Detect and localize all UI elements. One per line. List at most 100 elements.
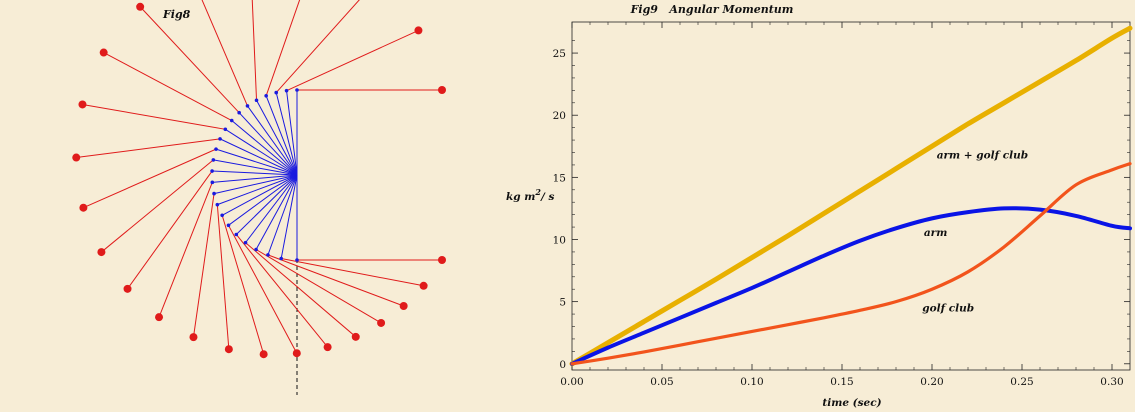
arm-segment — [267, 174, 298, 256]
club-head-dot — [136, 2, 145, 11]
series-line-golf-club — [570, 162, 1132, 366]
plot-border — [571, 21, 1131, 371]
wrist-dot — [237, 110, 241, 115]
y-tick-label: 25 — [553, 48, 566, 60]
club-head-dot — [155, 313, 164, 322]
wrist-dot — [215, 202, 220, 207]
y-tick-label: 15 — [553, 172, 566, 184]
club-segment — [103, 52, 232, 121]
club-head-dot — [72, 153, 81, 162]
series-annotation: arm — [924, 227, 947, 239]
x-tick-label: 0.00 — [560, 376, 583, 388]
x-tick-label: 0.25 — [1010, 376, 1033, 388]
arm-segment — [213, 159, 298, 176]
club-segment — [201, 0, 248, 107]
club-head-dot — [323, 343, 332, 352]
club-segment — [228, 225, 298, 354]
y-tick-label: 5 — [559, 297, 566, 309]
arm-segment — [213, 174, 298, 195]
arm-segment — [212, 174, 298, 183]
wrist-dot — [234, 232, 239, 237]
fig9-title: Fig9 Angular Momentum — [630, 3, 794, 16]
series-annotations: arm + golf club arm golf club — [922, 150, 1028, 315]
arm-segment — [235, 174, 298, 235]
wrist-dot — [229, 118, 234, 123]
club-segment — [127, 170, 213, 290]
club-segment — [216, 204, 230, 350]
wrist-dot — [295, 258, 299, 262]
arm-segment — [265, 95, 298, 176]
club-head-dot — [399, 301, 408, 310]
club-segment — [245, 242, 357, 338]
fig8-stroboscope — [72, 0, 446, 395]
club-segment — [275, 0, 360, 93]
x-axis-label: time (sec) — [822, 397, 881, 409]
arm-segment — [275, 92, 298, 176]
arm-segment — [231, 120, 298, 176]
arm-segment — [221, 174, 298, 216]
arm-segment — [217, 174, 298, 206]
arm-segment — [247, 105, 298, 176]
series-lines — [569, 25, 1133, 367]
club-segment — [76, 138, 221, 159]
arm-segment — [212, 170, 298, 176]
club-head-dot — [377, 318, 386, 327]
club-head-dot — [189, 333, 198, 342]
arm-segment — [256, 100, 298, 176]
wrist-dot — [295, 88, 299, 92]
arm-segment — [215, 148, 298, 176]
club-head-dot — [419, 281, 428, 290]
fig8-title: Fig8 — [162, 8, 191, 21]
club-segment — [255, 249, 382, 324]
wrist-dot — [210, 180, 215, 185]
wrist-dot — [210, 169, 214, 173]
arm-segment — [238, 112, 298, 176]
wrist-dot — [245, 104, 250, 108]
arm-segment — [245, 174, 298, 243]
club-segment — [82, 103, 226, 130]
club-segment — [83, 148, 217, 209]
club-segment — [221, 215, 265, 355]
series-line-arm-golf-club — [569, 25, 1133, 367]
club-segment — [192, 193, 215, 338]
wrist-dot — [279, 256, 284, 261]
club-head-dot — [78, 100, 87, 109]
y-axis-ticks: 0 5 10 15 20 25 — [553, 40, 1130, 371]
club-segment — [235, 234, 329, 348]
club-head-dot — [79, 203, 88, 212]
club-segment — [281, 258, 424, 287]
wrist-dot — [226, 223, 231, 228]
wrist-dot — [264, 93, 268, 98]
club-head-dot — [123, 284, 132, 293]
y-tick-label: 10 — [553, 235, 566, 247]
club-head-dot — [351, 332, 360, 341]
arm-segment — [225, 128, 298, 176]
series-annotation: arm + golf club — [937, 150, 1028, 162]
arm-segment — [255, 174, 298, 250]
wrist-dot — [266, 253, 270, 257]
wrist-dot — [254, 247, 258, 252]
series-annotation: golf club — [922, 303, 974, 315]
wrist-dot — [274, 90, 279, 95]
x-axis-ticks: 0.00 0.05 0.10 0.15 0.20 0.25 0.30 — [560, 22, 1124, 388]
club-segment — [158, 182, 213, 318]
club-head-dot — [224, 345, 233, 354]
series-line-arm — [570, 206, 1132, 366]
arm-segment — [286, 90, 298, 176]
y-tick-label: 20 — [553, 110, 566, 122]
arm-segment — [228, 174, 298, 226]
club-segment — [251, 0, 258, 101]
club-segment — [267, 254, 404, 307]
club-segment — [286, 29, 419, 92]
arm-segment — [219, 138, 298, 176]
y-axis-label: kg m2/ s — [506, 187, 554, 203]
y-tick-label: 0 — [559, 359, 566, 371]
club-segment — [101, 159, 214, 253]
club-head-dot — [438, 86, 446, 94]
x-tick-label: 0.05 — [650, 376, 673, 388]
wrist-dot — [254, 98, 259, 103]
club-head-dot — [414, 26, 423, 35]
wrist-dot — [284, 88, 289, 93]
